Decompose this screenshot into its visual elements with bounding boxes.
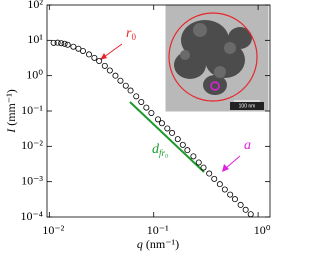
data-point [158, 120, 165, 127]
scale-bar-label: 100 nm [239, 103, 256, 109]
data-point [221, 186, 228, 193]
data-point [216, 181, 223, 188]
data-point [169, 129, 176, 136]
x-tick-label: 10⁻² [42, 223, 64, 237]
y-tick-label: 10⁻³ [21, 173, 43, 187]
data-point [174, 136, 181, 143]
data-point [242, 206, 249, 213]
y-tick-label: 10⁰ [26, 67, 43, 81]
data-point [79, 47, 86, 54]
primary-arrow [225, 155, 241, 169]
data-point [143, 104, 150, 111]
chart: 100 nm r0 dfr₀ a q (nm⁻¹) I (mm⁻¹) 10⁻² 1… [4, 0, 271, 251]
data-point [91, 54, 98, 61]
data-point [117, 77, 124, 84]
x-tick-label: 10⁰ [254, 223, 271, 237]
data-point [200, 164, 207, 171]
data-point [127, 87, 134, 94]
data-point [184, 147, 191, 154]
x-axis-label: q (nm⁻¹) [137, 237, 179, 251]
data-point [101, 62, 108, 69]
fractal-symbol: d [152, 142, 160, 157]
y-tick-label: 10⁻⁴ [20, 209, 43, 223]
data-point [195, 159, 202, 166]
y-tick-label: 10⁻² [21, 138, 43, 152]
data-point [64, 41, 71, 48]
data-point [122, 82, 129, 89]
data-point [133, 93, 140, 100]
x-label-unit: (nm⁻¹) [146, 237, 179, 251]
radius-arrow [103, 43, 123, 58]
data-point [155, 116, 162, 123]
y-tick-label: 10⁻¹ [21, 103, 43, 117]
data-point [247, 211, 254, 218]
radius-symbol: r [126, 26, 132, 41]
data-point [54, 39, 61, 46]
data-point [179, 141, 186, 148]
fractal-annotation: dfr₀ [152, 142, 168, 158]
y-tick-label: 10¹ [27, 32, 43, 46]
annotations: r0 dfr₀ a [100, 26, 251, 173]
y-label-unit: (mm⁻¹) [4, 89, 18, 126]
radius-arrowhead [100, 53, 107, 60]
y-tick-label: 10² [27, 0, 43, 11]
data-point [86, 51, 93, 58]
fractal-line [129, 101, 205, 173]
plot-frame [46, 4, 271, 218]
x-label-symbol: q [137, 237, 143, 251]
y-axis-label: I (mm⁻¹) [4, 89, 18, 134]
radius-annotation: r0 [126, 26, 136, 42]
y-label-symbol: I [4, 128, 18, 134]
data-point [190, 153, 197, 160]
data-point [50, 39, 57, 46]
primary-arrowhead [222, 164, 229, 172]
inset-image: 100 nm [164, 3, 270, 113]
x-tick-label: 10⁻¹ [147, 223, 169, 237]
data-point [164, 125, 171, 132]
data-point [231, 196, 238, 203]
data-point [148, 109, 155, 116]
data-point [237, 201, 244, 208]
data-point [138, 98, 145, 105]
data-point [227, 191, 234, 198]
fractal-subscript: fr₀ [159, 148, 168, 158]
data-point [206, 170, 213, 177]
data-point [70, 43, 77, 50]
data-point [106, 67, 113, 74]
data-point [211, 175, 218, 182]
data-point [61, 40, 68, 47]
primary-annotation: a [244, 138, 251, 153]
radius-subscript: 0 [131, 32, 136, 42]
data-point [96, 58, 103, 65]
data-point [112, 72, 119, 79]
data-point [58, 40, 65, 47]
